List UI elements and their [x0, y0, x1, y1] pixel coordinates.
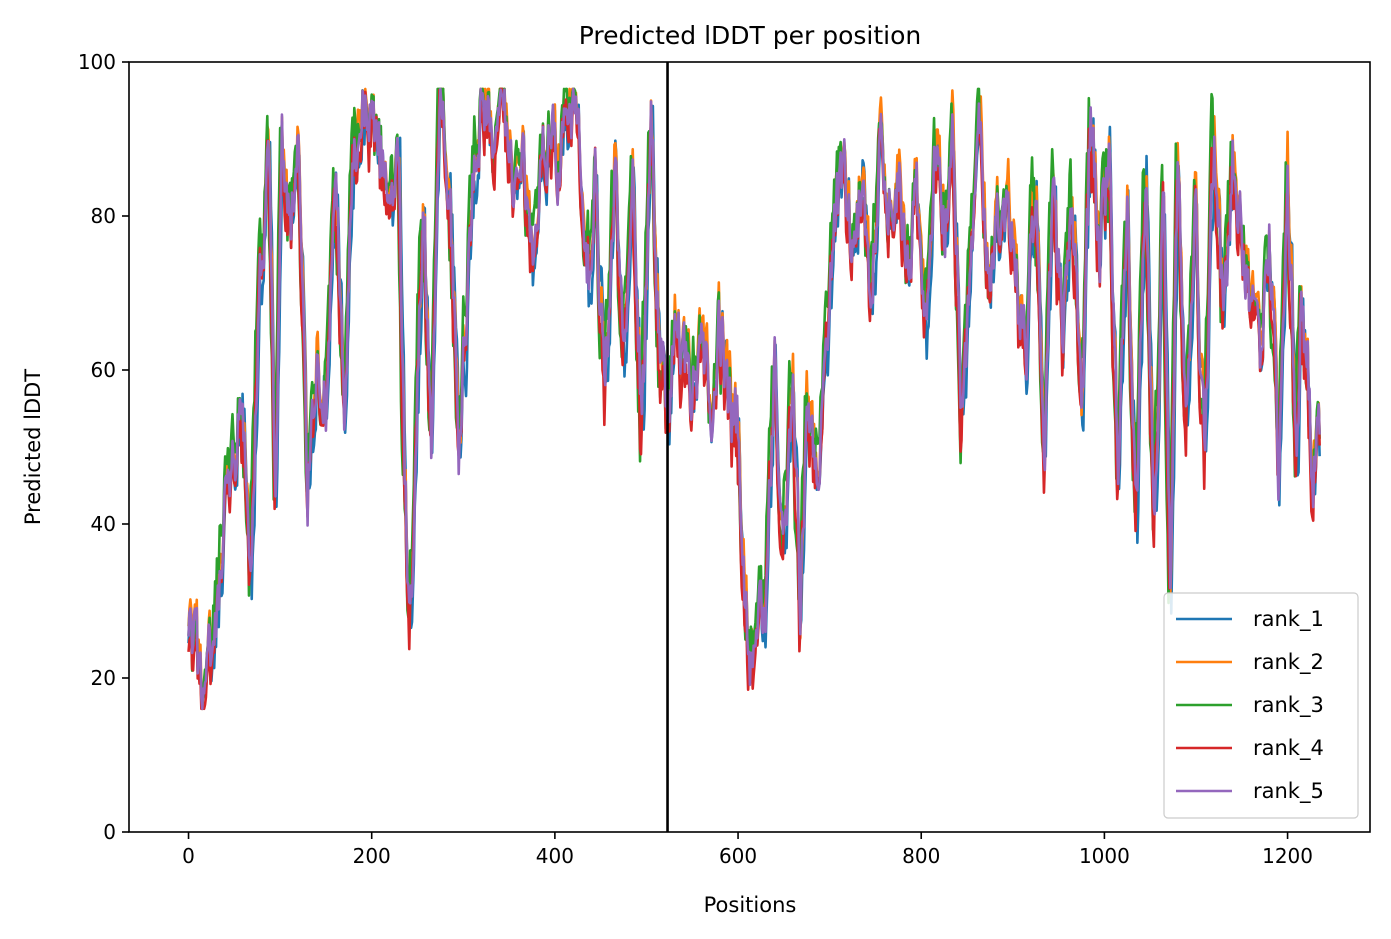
x-axis-label: Positions [704, 893, 797, 917]
legend-frame [1163, 592, 1359, 819]
y-tick-label: 40 [91, 512, 116, 536]
x-tick-label: 1200 [1262, 844, 1313, 868]
legend-label-rank_1: rank_1 [1253, 607, 1324, 632]
y-tick-label: 0 [103, 820, 116, 844]
x-axis: 0 200 400 600 800 1000 1200 [182, 832, 1313, 868]
legend-label-rank_4: rank_4 [1253, 736, 1324, 761]
legend-label-rank_5: rank_5 [1253, 779, 1324, 804]
y-tick-label: 60 [91, 358, 116, 382]
x-tick-label: 800 [902, 844, 940, 868]
series-line-rank_4 [187, 87, 1321, 711]
legend-label-rank_3: rank_3 [1253, 693, 1324, 718]
x-tick-label: 1000 [1079, 844, 1130, 868]
x-tick-label: 0 [182, 844, 195, 868]
plot-area [187, 62, 1321, 832]
plot-frame [128, 61, 1371, 833]
x-tick-label: 600 [719, 844, 757, 868]
series-line-rank_5 [187, 87, 1321, 711]
legend: rank_1 rank_2 rank_3 rank_4 rank_5 [1163, 592, 1359, 819]
y-tick-label: 80 [91, 204, 116, 228]
y-axis-label: Predicted lDDT [21, 369, 45, 525]
x-tick-label: 400 [536, 844, 574, 868]
y-tick-label: 20 [91, 666, 116, 690]
y-axis: 0 20 40 60 80 100 [78, 50, 129, 844]
y-tick-label: 100 [78, 50, 116, 74]
x-tick-label: 200 [353, 844, 391, 868]
legend-label-rank_2: rank_2 [1253, 650, 1324, 675]
chart-title: Predicted lDDT per position [579, 21, 921, 50]
